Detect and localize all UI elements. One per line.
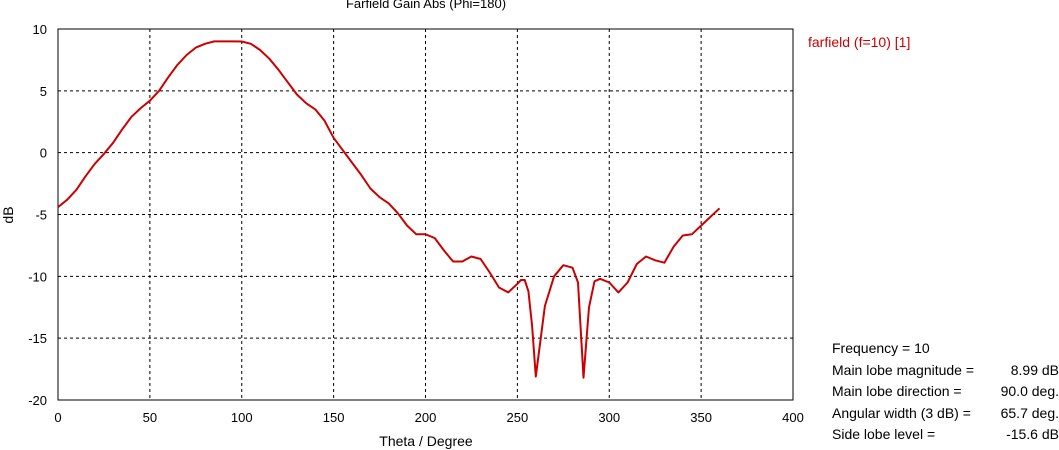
info-value: 65.7 deg. — [1000, 404, 1059, 421]
series-group — [57, 40, 721, 379]
info-label: Angular width (3 dB) = — [832, 404, 971, 421]
info-value: -15.6 dB — [1006, 426, 1059, 442]
plot-area-border — [57, 28, 794, 401]
info-row: Main lobe magnitude = 8.99 dB — [832, 360, 1059, 382]
chart-title: Farfield Gain Abs (Phi=180) — [346, 0, 506, 11]
y-tick-labels: 10 5 0 -5 -10 -15 -20 — [28, 22, 47, 408]
y-tick-label: 10 — [33, 22, 47, 37]
x-tick-label: 0 — [54, 410, 61, 425]
legend-label: farfield (f=10) [1] — [808, 34, 911, 50]
info-label: Frequency = 10 — [832, 340, 930, 356]
x-tick-label: 250 — [507, 410, 529, 425]
x-tick-label: 50 — [143, 410, 157, 425]
info-label: Main lobe magnitude = — [832, 361, 975, 378]
info-value: 90.0 deg. — [1000, 383, 1059, 399]
y-axis-label: dB — [0, 206, 16, 223]
y-tick-label: 5 — [40, 84, 47, 99]
x-tick-label: 400 — [782, 410, 804, 425]
info-label: Main lobe direction = — [832, 383, 962, 399]
info-label: Side lobe level = — [832, 426, 936, 442]
x-tick-label: 100 — [231, 410, 253, 425]
x-tick-label: 350 — [690, 410, 712, 425]
y-tick-label: 0 — [40, 146, 47, 161]
info-row: Main lobe direction = 90.0 deg. — [832, 381, 1059, 403]
plot-frame — [57, 28, 794, 401]
y-tick-label: -20 — [28, 393, 47, 408]
info-row: Frequency = 10 — [832, 338, 1059, 360]
y-tick-label: -5 — [35, 208, 47, 223]
series-line — [57, 40, 721, 379]
y-tick-label: -15 — [28, 331, 47, 346]
grid-lines — [58, 29, 793, 400]
x-tick-label: 150 — [323, 410, 345, 425]
x-tick-label: 300 — [598, 410, 620, 425]
x-tick-label: 200 — [415, 410, 437, 425]
info-panel: Frequency = 10 Main lobe magnitude = 8.99 … — [832, 338, 1059, 446]
x-axis-label: Theta / Degree — [379, 433, 473, 449]
legend-entry: farfield (f=10) [1] — [808, 34, 910, 50]
y-tick-label: -10 — [28, 269, 47, 284]
info-row: Side lobe level = -15.6 dB — [832, 424, 1059, 446]
x-tick-labels: 0 50 100 150 200 250 300 350 400 — [54, 410, 803, 425]
info-row: Angular width (3 dB) = 65.7 deg. — [832, 403, 1059, 425]
info-value: 8.99 dB — [1010, 361, 1059, 378]
